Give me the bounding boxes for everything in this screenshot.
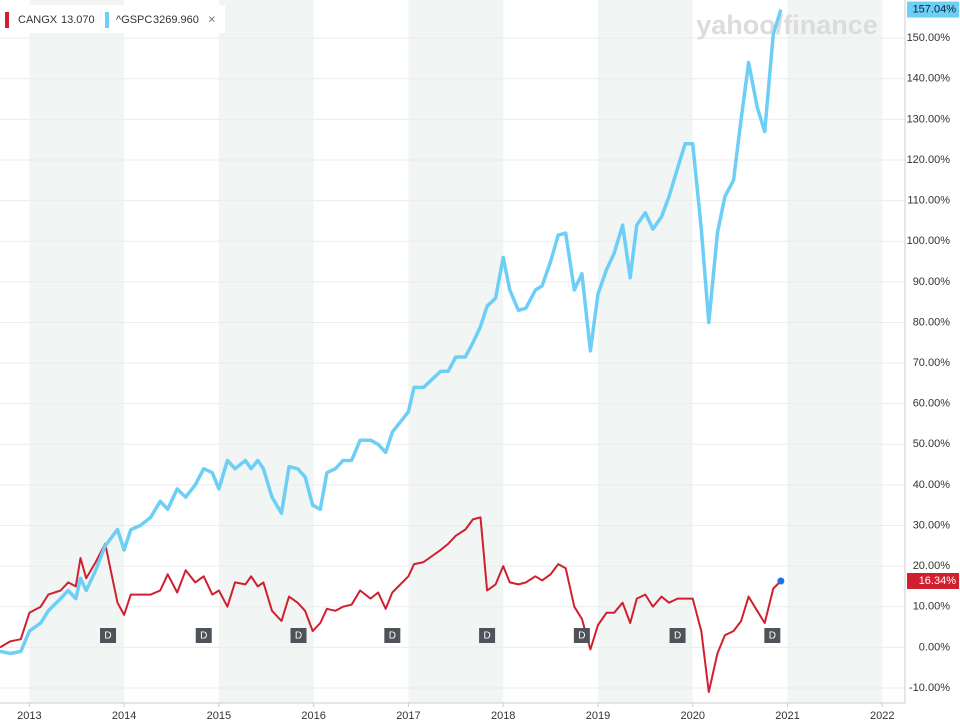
dividend-badge [573, 628, 590, 643]
year-bands [29, 0, 883, 703]
dividend-badge [384, 628, 401, 643]
dividend-marker[interactable]: D [100, 628, 117, 643]
x-tick-label: 2020 [680, 710, 704, 722]
dividend-label: D [674, 631, 681, 642]
dividend-marker[interactable]: D [479, 628, 496, 643]
legend: CANGX 13.070 ^GSPC 3269.960 × [0, 5, 225, 33]
dividend-badge [195, 628, 212, 643]
y-tick-label: 100.00% [907, 235, 951, 247]
y-tick-label: 0.00% [919, 641, 950, 653]
dividend-badge [290, 628, 307, 643]
x-tick-label: 2022 [870, 710, 894, 722]
y-tick-label: 20.00% [913, 560, 951, 572]
legend-name: ^GSPC [116, 14, 152, 26]
series-line [0, 9, 783, 656]
legend-swatch [5, 12, 9, 28]
x-tick-label: 2016 [301, 710, 325, 722]
y-tick-label: 150.00% [907, 32, 951, 44]
end-badge [907, 573, 959, 590]
dividend-label: D [769, 631, 776, 642]
legend-price: 13.070 [61, 14, 95, 26]
end-label: 157.04% [913, 3, 957, 15]
legend-price: 3269.960 [153, 14, 199, 26]
dividend-label: D [578, 631, 585, 642]
end-dot [777, 577, 785, 585]
grid [0, 37, 905, 689]
dividend-label: D [483, 631, 490, 642]
y-tick-label: 140.00% [907, 73, 951, 85]
x-tick-label: 2014 [112, 710, 136, 722]
dividend-label: D [389, 631, 396, 642]
y-tick-label: 40.00% [913, 479, 951, 491]
dividend-marker[interactable]: D [195, 628, 212, 643]
dividend-marker[interactable]: D [290, 628, 307, 643]
y-tick-label: 130.00% [907, 113, 951, 125]
x-tick-label: 2013 [17, 710, 41, 722]
y-tick-label: 120.00% [907, 154, 951, 166]
x-tick-label: 2015 [207, 710, 231, 722]
axis-labels: 2013 2014 2015 2016 2017 2018 2019 2020 2021 2022… [17, 1, 959, 722]
dividend-label: D [104, 631, 111, 642]
year-band [787, 0, 883, 703]
y-tick-label: 60.00% [913, 398, 951, 410]
y-tick-label: -10.00% [909, 682, 950, 694]
watermark: yahoo/finance [696, 10, 878, 40]
dividend-badge [669, 628, 686, 643]
dividend-marker[interactable]: D [384, 628, 401, 643]
dividend-label: D [295, 631, 302, 642]
dividend-marker[interactable]: D [669, 628, 686, 643]
dividend-badge [100, 628, 117, 643]
y-tick-label: 80.00% [913, 316, 951, 328]
dividend-label: D [200, 631, 207, 642]
dividend-marker[interactable]: D [573, 628, 590, 643]
x-tick-label: 2021 [775, 710, 799, 722]
end-badge [907, 1, 959, 18]
dividend-marker[interactable]: D [764, 628, 781, 643]
y-tick-label: 110.00% [907, 195, 950, 207]
end-label: 16.34% [919, 575, 957, 587]
legend-background [0, 5, 225, 33]
y-tick-label: 30.00% [913, 519, 951, 531]
y-tick-label: 10.00% [913, 601, 951, 613]
dividend-badge [479, 628, 496, 643]
legend-name: CANGX [18, 14, 58, 26]
dividend-badge [764, 628, 781, 643]
year-band [408, 0, 504, 703]
legend-swatch [105, 12, 109, 28]
series-line [0, 516, 782, 693]
remove-button[interactable]: × [208, 11, 216, 26]
y-tick-label: 50.00% [913, 438, 951, 450]
y-tick-label: 70.00% [913, 357, 951, 369]
y-tick-label: 90.00% [913, 276, 951, 288]
year-band [597, 0, 693, 703]
x-tick-label: 2018 [491, 710, 515, 722]
year-band [218, 0, 314, 703]
x-tick-label: 2019 [586, 710, 610, 722]
x-tick-label: 2017 [396, 710, 420, 722]
